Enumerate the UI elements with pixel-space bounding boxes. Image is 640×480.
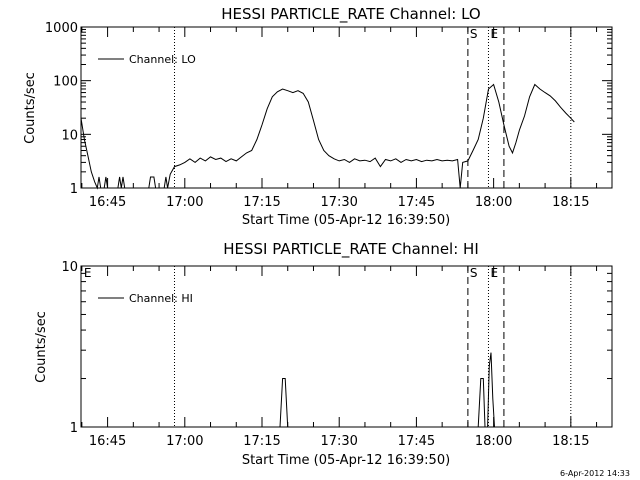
plot-frame-hi	[80, 265, 613, 428]
x-tick-label: 17:30	[320, 434, 357, 449]
x-ticks-hi: 16:45 17:00 17:15 17:30 17:45 18:00 18:15	[81, 266, 598, 449]
interval-marker-label: E	[490, 27, 498, 41]
y-tick-label: 1	[70, 182, 78, 197]
series-line-lo	[80, 83, 575, 190]
y-axis-label-lo: Counts/sec	[23, 72, 38, 144]
y-tick-label: 1000	[45, 21, 78, 36]
x-tick-label: 18:15	[552, 195, 589, 210]
y-ticks-hi: 1 10	[61, 260, 612, 436]
x-tick-label: 17:15	[243, 195, 280, 210]
x-tick-label: 17:30	[320, 195, 357, 210]
x-tick-label: 16:45	[89, 434, 126, 449]
y-tick-label: 10	[61, 260, 78, 275]
x-axis-label-hi: Start Time (05-Apr-12 16:39:50)	[242, 453, 450, 468]
y-ticks-lo: 1 10 100 1000	[45, 21, 612, 197]
x-tick-label: 17:45	[398, 434, 435, 449]
legend-label-lo: Channel: LO	[129, 53, 196, 66]
x-tick-label: 17:00	[166, 434, 203, 449]
y-tick-label: 100	[53, 75, 78, 90]
x-tick-label: 16:45	[89, 195, 126, 210]
x-axis-label-lo: Start Time (05-Apr-12 16:39:50)	[242, 213, 450, 228]
series-line-hi	[81, 352, 612, 428]
interval-marker-label: E	[490, 266, 498, 280]
chart-title-lo: HESSI PARTICLE_RATE Channel: LO	[221, 5, 480, 24]
interval-marker-label: S	[470, 27, 478, 41]
interval-marker-label: S	[470, 266, 478, 280]
x-tick-label: 17:15	[243, 434, 280, 449]
x-tick-label: 18:15	[552, 434, 589, 449]
footer-timestamp: 6-Apr-2012 14:33	[560, 469, 630, 478]
plot-frame-lo	[80, 26, 613, 189]
legend-label-hi: Channel: HI	[129, 292, 193, 305]
interval-marker-label: E	[84, 266, 92, 280]
x-tick-label: 17:45	[398, 195, 435, 210]
x-tick-label: 18:00	[475, 434, 512, 449]
y-axis-label-hi: Counts/sec	[34, 311, 49, 383]
y-tick-label: 1	[70, 421, 78, 436]
y-tick-label: 10	[61, 128, 78, 143]
x-tick-label: 18:00	[475, 195, 512, 210]
chart-title-hi: HESSI PARTICLE_RATE Channel: HI	[223, 240, 479, 259]
x-tick-label: 17:00	[166, 195, 203, 210]
x-ticks-lo: 16:45 17:00 17:15 17:30 17:45 18:00 18:15	[81, 27, 598, 210]
